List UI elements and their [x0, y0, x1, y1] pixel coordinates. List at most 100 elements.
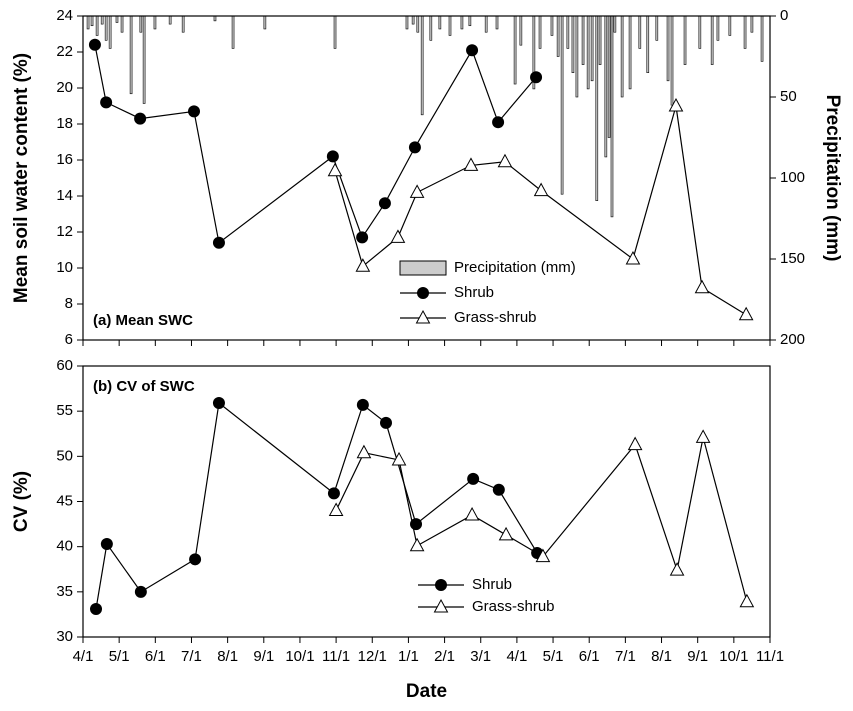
x-tick-label: 8/1: [651, 648, 672, 665]
legend-marker: [415, 309, 431, 324]
precip-bar: [104, 15, 108, 41]
marker: [212, 236, 225, 249]
precip-bar: [638, 15, 642, 49]
plot-frame: [82, 15, 771, 341]
x-tick-label: 8/1: [217, 648, 238, 665]
precip-bar: [538, 15, 542, 49]
precip-bar: [429, 15, 433, 41]
precip-bar: [598, 15, 602, 65]
y2-tick-label: 0: [780, 7, 788, 24]
y2-tick-label: 50: [780, 88, 797, 105]
legend-marker: [435, 579, 447, 591]
precip-bar: [728, 15, 732, 36]
legend-swatch: [399, 260, 447, 276]
x-tick-label: 5/1: [109, 648, 130, 665]
marker: [627, 436, 643, 451]
precip-bar: [683, 15, 687, 65]
precip-bar: [95, 15, 99, 36]
precip-bar: [420, 15, 424, 116]
y2-tick-label: 150: [780, 250, 805, 267]
precip-bar: [566, 15, 570, 49]
precip-bar: [571, 15, 575, 74]
marker: [498, 526, 514, 541]
marker: [356, 444, 372, 459]
x-tick-label: 10/1: [719, 648, 748, 665]
legend-label: Grass-shrub: [472, 598, 555, 615]
x-tick-label: 7/1: [181, 648, 202, 665]
precip-bar: [438, 15, 442, 30]
precip-bar: [655, 15, 659, 41]
x-tick-label: 11/1: [322, 648, 350, 665]
y-tick-label: 55: [56, 402, 73, 419]
precip-bar: [556, 15, 560, 57]
marker: [355, 258, 371, 272]
precip-bar: [743, 15, 747, 49]
x-tick-label: 9/1: [253, 648, 274, 665]
precip-bar: [86, 15, 90, 30]
marker: [328, 502, 344, 517]
y-tick-label: 8: [65, 295, 73, 312]
y-tick-label: 40: [56, 538, 73, 555]
precip-bar: [263, 15, 267, 30]
y-tick-label: 20: [56, 79, 73, 96]
marker: [739, 593, 755, 608]
legend-label: Grass-shrub: [454, 309, 537, 326]
precip-bar: [666, 15, 670, 82]
marker: [625, 250, 641, 265]
y-tick-label: 30: [56, 628, 73, 645]
precip-bar: [595, 15, 599, 201]
precip-bar: [607, 15, 611, 138]
precip-bar: [670, 15, 674, 106]
x-tick-label: 11/1: [756, 648, 784, 665]
marker: [530, 71, 543, 84]
x-tick-label: 7/1: [615, 648, 636, 665]
marker: [188, 105, 201, 118]
y-tick-label: 10: [56, 259, 73, 276]
y-tick-label: 12: [56, 223, 73, 240]
precip-bar: [560, 15, 564, 195]
precip-bar: [620, 15, 624, 98]
legend-label: Precipitation (mm): [454, 259, 576, 276]
panel-label: (a) Mean SWC: [93, 312, 193, 329]
precip-bar: [213, 15, 217, 22]
marker: [134, 112, 147, 125]
marker: [380, 416, 393, 429]
precip-bar: [168, 15, 172, 25]
marker: [100, 96, 113, 109]
precip-bar: [519, 15, 523, 46]
precip-bar: [90, 15, 94, 27]
precip-bar: [613, 15, 617, 33]
legend-marker: [433, 598, 449, 613]
x-tick-label: 4/1: [73, 648, 94, 665]
y-tick-label: 16: [56, 151, 73, 168]
y-tick-label: 6: [65, 331, 73, 348]
x-tick-label: 12/1: [358, 648, 387, 665]
plot-frame: [82, 365, 771, 638]
precip-bar: [590, 15, 594, 82]
precip-bar: [129, 15, 133, 95]
marker: [466, 44, 479, 57]
precip-bar: [628, 15, 632, 90]
marker: [189, 553, 202, 566]
marker: [327, 487, 340, 500]
precip-bar: [448, 15, 452, 36]
y-tick-label: 35: [56, 583, 73, 600]
marker: [467, 472, 480, 485]
marker: [535, 548, 551, 563]
marker: [90, 602, 103, 615]
x-tick-label: 9/1: [687, 648, 708, 665]
marker: [492, 483, 505, 496]
x-tick-label: 10/1: [285, 648, 314, 665]
precip-bar: [460, 15, 464, 30]
y-tick-label: 60: [56, 357, 73, 374]
x-tick-label: 5/1: [543, 648, 564, 665]
x-tick-label: 2/1: [434, 648, 455, 665]
marker: [356, 398, 369, 411]
marker: [100, 537, 113, 550]
precip-bar: [405, 15, 409, 30]
marker: [464, 507, 480, 521]
x-tick-label: 6/1: [145, 648, 166, 665]
marker: [669, 562, 685, 576]
precip-bar: [610, 15, 614, 218]
